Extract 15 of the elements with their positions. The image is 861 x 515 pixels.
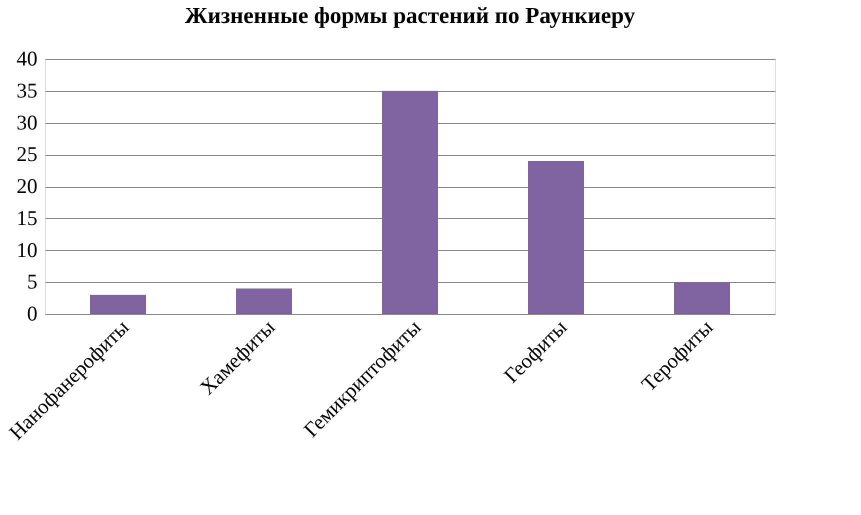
y-tick-label: 35	[16, 78, 38, 102]
y-tick-label: 40	[16, 46, 38, 70]
y-tick-label: 0	[27, 302, 38, 326]
bar	[528, 161, 584, 314]
y-tick-label: 10	[16, 238, 38, 262]
y-tick-label: 25	[16, 142, 38, 166]
bar	[382, 90, 438, 314]
chart-title: Жизненные формы растений по Раункиеру	[184, 3, 636, 28]
y-tick-label: 20	[16, 174, 38, 198]
y-tick-label: 30	[16, 110, 38, 134]
bar	[674, 282, 730, 314]
bar	[90, 294, 146, 314]
bar	[236, 288, 292, 314]
y-tick-label: 5	[27, 270, 38, 294]
y-tick-label: 15	[16, 206, 38, 230]
